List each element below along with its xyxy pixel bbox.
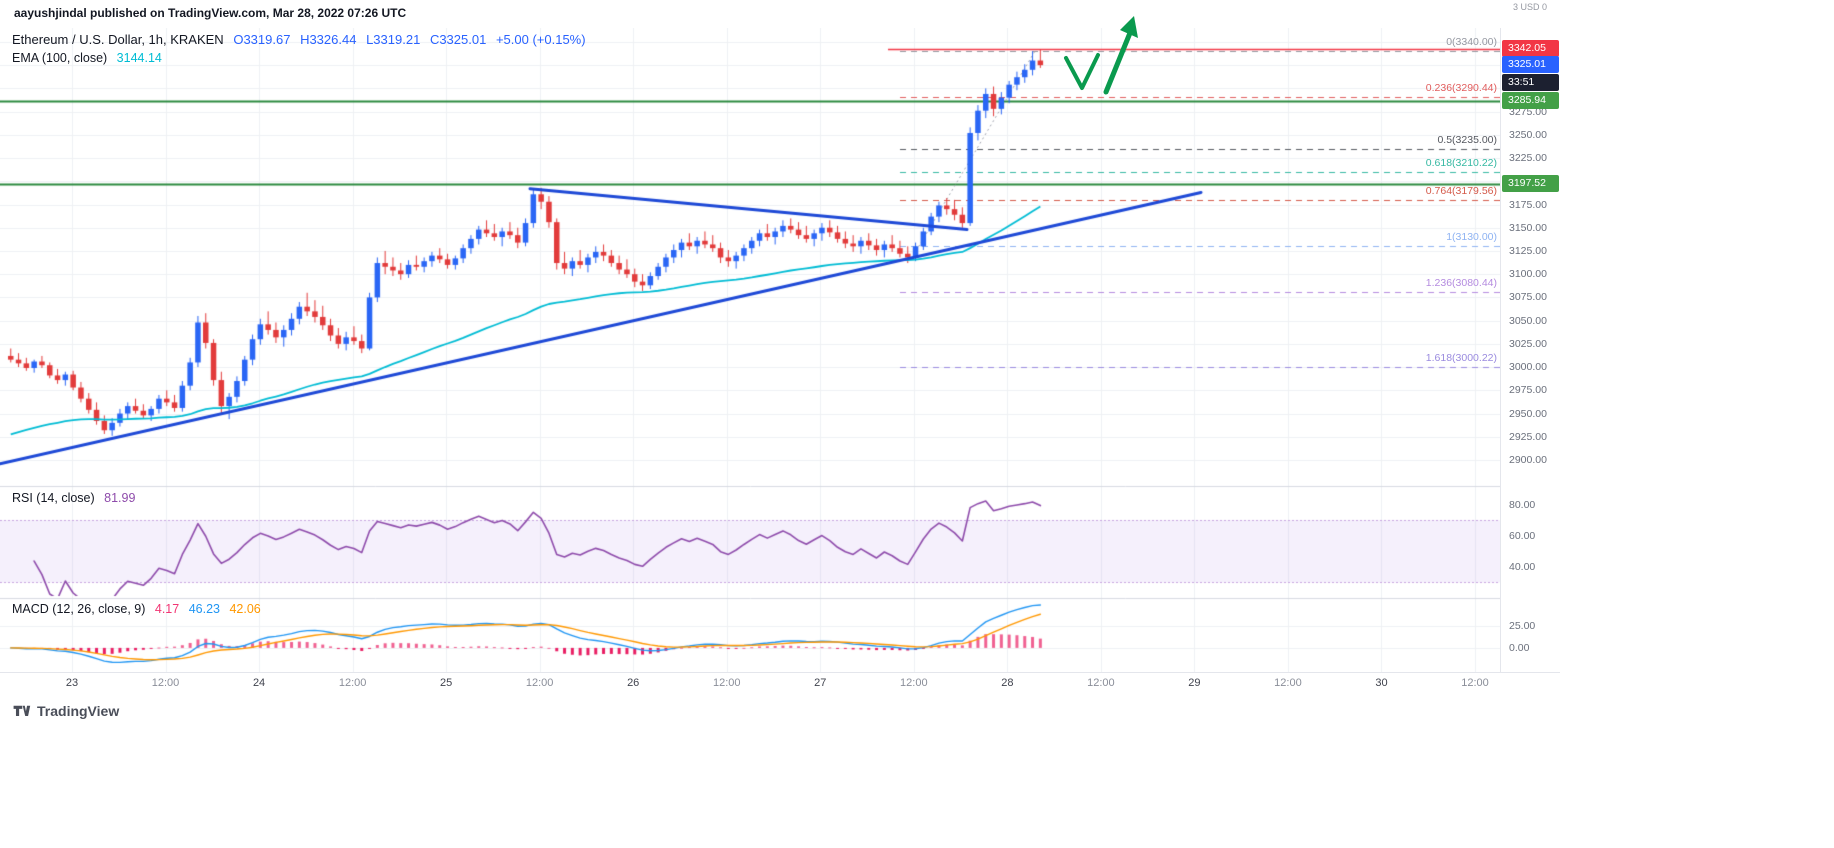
- fib-level-label: 1.236(3080.44): [1425, 277, 1497, 290]
- tradingview-snapshot: aayushjindal published on TradingView.co…: [0, 2, 1560, 727]
- rsi-tick: 40.00: [1509, 560, 1536, 573]
- price-tick: 3000.00: [1509, 361, 1547, 374]
- fib-level-label: 1.618(3000.22): [1425, 351, 1497, 364]
- arrow-head-icon: [1120, 16, 1138, 38]
- price-tick: 3175.00: [1509, 198, 1547, 211]
- price-tick: 2925.00: [1509, 430, 1547, 443]
- rsi-tick: 80.00: [1509, 498, 1536, 511]
- macd-legend[interactable]: MACD (12, 26, close, 9) 4.17 46.23 42.06: [12, 602, 267, 616]
- tradingview-logo[interactable]: TradingView: [12, 701, 119, 720]
- bottom-bar: TradingView: [0, 694, 1560, 727]
- macd-tick: 25.00: [1509, 620, 1536, 633]
- macd-name[interactable]: MACD (12, 26, close, 9): [12, 602, 146, 616]
- ema-legend[interactable]: EMA (100, close) 3144.14: [12, 51, 168, 65]
- macd-hist-value: 4.17: [154, 602, 180, 616]
- price-tick: 3050.00: [1509, 314, 1547, 327]
- time-label: 12:00: [525, 677, 554, 689]
- price-tick: 3250.00: [1509, 128, 1547, 141]
- time-label: 27: [814, 677, 827, 689]
- ohlc-low: L3319.21: [366, 32, 421, 47]
- price-tick: 2900.00: [1509, 453, 1547, 466]
- time-label: 12:00: [338, 677, 367, 689]
- time-label: 26: [627, 677, 640, 689]
- rsi-tick: 60.00: [1509, 529, 1536, 542]
- ema-value: 3144.14: [116, 51, 162, 65]
- time-label: 12:00: [151, 677, 180, 689]
- fib-level-label: 0.618(3210.22): [1425, 156, 1497, 169]
- price-badge: 3342.05: [1502, 40, 1559, 58]
- time-label: 23: [65, 677, 79, 689]
- price-tick: 3025.00: [1509, 337, 1547, 350]
- price-tick: 3100.00: [1509, 268, 1547, 281]
- time-label: 12:00: [1274, 677, 1302, 689]
- price-badge: 3197.52: [1502, 174, 1559, 192]
- rsi-legend[interactable]: RSI (14, close) 81.99: [12, 491, 141, 505]
- time-label: 12:00: [900, 677, 928, 689]
- ohlc-close: C3325.01: [429, 32, 487, 47]
- macd-signal-value: 42.06: [229, 602, 261, 616]
- scale-unit-label[interactable]: USD: [1520, 2, 1540, 12]
- time-label: 30: [1375, 677, 1388, 689]
- ohlc-high: H3326.44: [300, 32, 357, 47]
- scale-right-icon[interactable]: 0: [1542, 2, 1548, 12]
- symbol-legend[interactable]: Ethereum / U.S. Dollar, 1h, KRAKEN O3319…: [12, 32, 592, 47]
- fib-level-label: 0.764(3179.56): [1425, 185, 1497, 198]
- check-stroke: [1064, 53, 1100, 90]
- time-label: 12:00: [712, 677, 741, 689]
- tradingview-logo-text: TradingView: [37, 702, 120, 719]
- price-scale-header[interactable]: 3 USD 0: [1500, 2, 1560, 12]
- fib-level-label: 1(3130.00): [1446, 231, 1497, 244]
- time-label: 12:00: [1087, 677, 1115, 689]
- price-tick: 3125.00: [1509, 244, 1547, 257]
- ohlc-open: O3319.67: [233, 32, 291, 47]
- macd-tick: 0.00: [1509, 641, 1530, 654]
- price-badge: 33:51: [1502, 74, 1559, 92]
- arrow-shaft: [1103, 25, 1135, 95]
- chart-canvas[interactable]: [0, 28, 1500, 672]
- price-tick: 2950.00: [1509, 407, 1547, 420]
- price-badge: 3325.01: [1502, 56, 1559, 74]
- time-label: 29: [1188, 677, 1201, 689]
- tradingview-logo-icon: [13, 705, 31, 717]
- time-label: 12:00: [1461, 677, 1489, 689]
- time-axis[interactable]: 23 12:00 24 12:00 25 12:00 26 12:00 27 12:00 28 12:…: [0, 672, 1560, 694]
- fib-level-label: 0.236(3290.44): [1425, 82, 1497, 95]
- price-tick: 3150.00: [1509, 221, 1547, 234]
- price-change: +5.00 (+0.15%): [495, 32, 586, 47]
- rsi-name[interactable]: RSI (14, close): [12, 491, 95, 505]
- time-label: 25: [440, 677, 453, 689]
- scale-left-icon[interactable]: 3: [1512, 2, 1518, 12]
- price-tick: 2975.00: [1509, 384, 1547, 397]
- attribution-text: aayushjindal published on TradingView.co…: [14, 6, 407, 20]
- rsi-value: 81.99: [104, 491, 136, 505]
- time-label: 28: [1001, 677, 1014, 689]
- time-label: 24: [252, 677, 266, 689]
- symbol-title[interactable]: Ethereum / U.S. Dollar, 1h, KRAKEN: [12, 32, 224, 47]
- price-badge: 3285.94: [1502, 92, 1559, 110]
- drawn-green-arrow: [1064, 16, 1138, 95]
- macd-line-value: 46.23: [188, 602, 220, 616]
- fib-level-label: 0(3340.00): [1446, 36, 1497, 49]
- price-tick: 3225.00: [1509, 152, 1547, 165]
- price-scale[interactable]: 3300.003275.003250.003225.003200.003175.…: [1500, 28, 1560, 672]
- ema-name[interactable]: EMA (100, close): [12, 51, 108, 65]
- price-tick: 3075.00: [1509, 291, 1547, 304]
- fib-level-label: 0.5(3235.00): [1437, 133, 1497, 146]
